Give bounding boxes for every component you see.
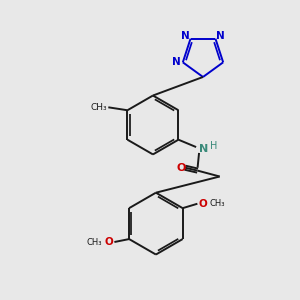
Text: CH₃: CH₃ — [86, 238, 102, 247]
Text: O: O — [177, 163, 186, 173]
Text: H: H — [210, 141, 218, 151]
Text: CH₃: CH₃ — [210, 199, 225, 208]
Text: N: N — [181, 31, 190, 41]
Text: N: N — [199, 143, 208, 154]
Text: N: N — [172, 57, 181, 67]
Text: N: N — [216, 31, 225, 41]
Text: CH₃: CH₃ — [90, 103, 107, 112]
Text: O: O — [199, 199, 208, 209]
Text: O: O — [104, 237, 113, 247]
